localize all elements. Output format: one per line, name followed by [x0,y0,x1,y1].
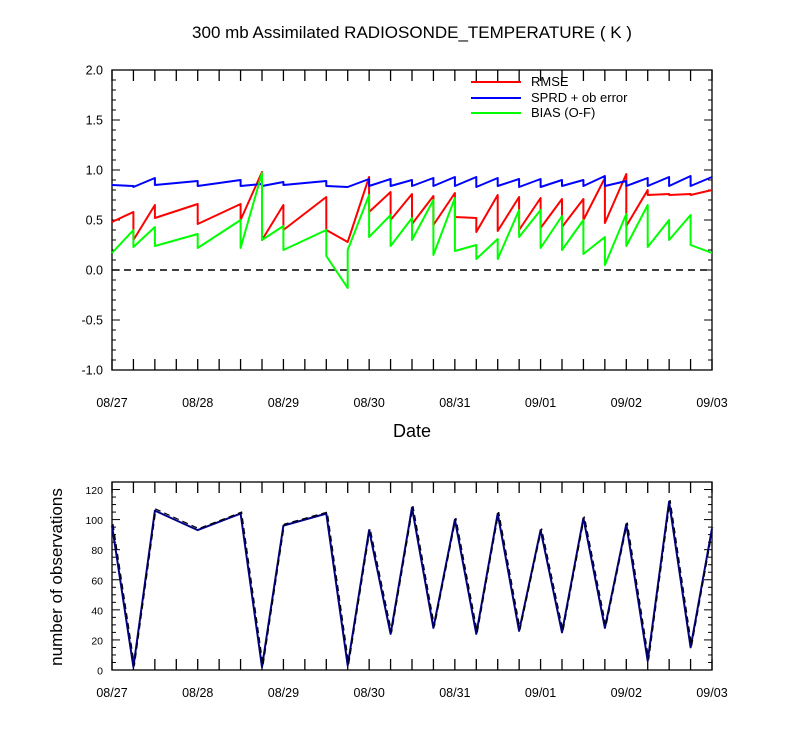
x-tick-label: 08/27 [96,396,127,410]
y-tick-label: 80 [91,545,103,557]
y-tick-label: 20 [91,635,103,647]
y-tick-label: 1.5 [86,114,103,128]
x-tick-label: 08/30 [354,686,385,700]
y-tick-label: 0.0 [86,264,103,278]
x-tick-label: 08/29 [268,396,299,410]
legend: RMSE SPRD + ob error BIAS (O-F) [471,74,628,120]
x-tick-label: 08/29 [268,686,299,700]
x-tick-label: 08/27 [96,686,127,700]
x-tick-label: 08/31 [439,686,470,700]
y-tick-label: 40 [91,605,103,617]
x-tick-label: 09/03 [696,686,727,700]
x-tick-label: 08/28 [182,686,213,700]
x-axis-label: Date [393,421,431,441]
y-tick-label: 2.0 [86,64,103,78]
legend-label-sprd: SPRD + ob error [531,90,628,105]
series-line-sprd-ob-error [111,175,713,188]
y-tick-label: -0.5 [81,314,103,328]
x-tick-label: 08/31 [439,396,470,410]
chart-title: 300 mb Assimilated RADIOSONDE_TEMPERATUR… [192,23,632,42]
y-tick-label: 120 [85,485,103,497]
series-line-observations [111,500,713,668]
legend-label-bias: BIAS (O-F) [531,105,595,120]
legend-label-rmse: RMSE [531,74,569,89]
x-tick-label: 09/01 [525,396,556,410]
series-overlay-line [112,500,714,666]
bottom-plot-area: 08/27 08/28 08/29 08/30 08/31 09/01 09/02 09/03… [85,481,728,700]
bottom-panel: 08/27 08/28 08/29 08/30 08/31 09/01 09/02 09/03… [47,481,728,700]
top-panel: 300 mb Assimilated RADIOSONDE_TEMPERATUR… [81,23,727,441]
y-tick-label: 0.5 [86,214,103,228]
x-tick-label: 09/02 [611,396,642,410]
y-tick-label: 0 [97,666,103,678]
x-tick-label: 09/02 [611,686,642,700]
y-tick-label: 60 [91,575,103,587]
y-axis-label: number of observations [47,488,66,666]
series-line-bias-o-f [111,172,713,289]
y-tick-label: 100 [85,515,103,527]
x-tick-label: 09/03 [696,396,727,410]
y-tick-label: -1.0 [81,364,103,378]
x-tick-label: 08/28 [182,396,213,410]
top-plot-area: 08/27 08/28 08/29 08/30 08/31 09/01 09/02 09/03… [81,64,727,411]
x-tick-label: 08/30 [354,396,385,410]
x-tick-label: 09/01 [525,686,556,700]
y-tick-label: 1.0 [86,164,103,178]
